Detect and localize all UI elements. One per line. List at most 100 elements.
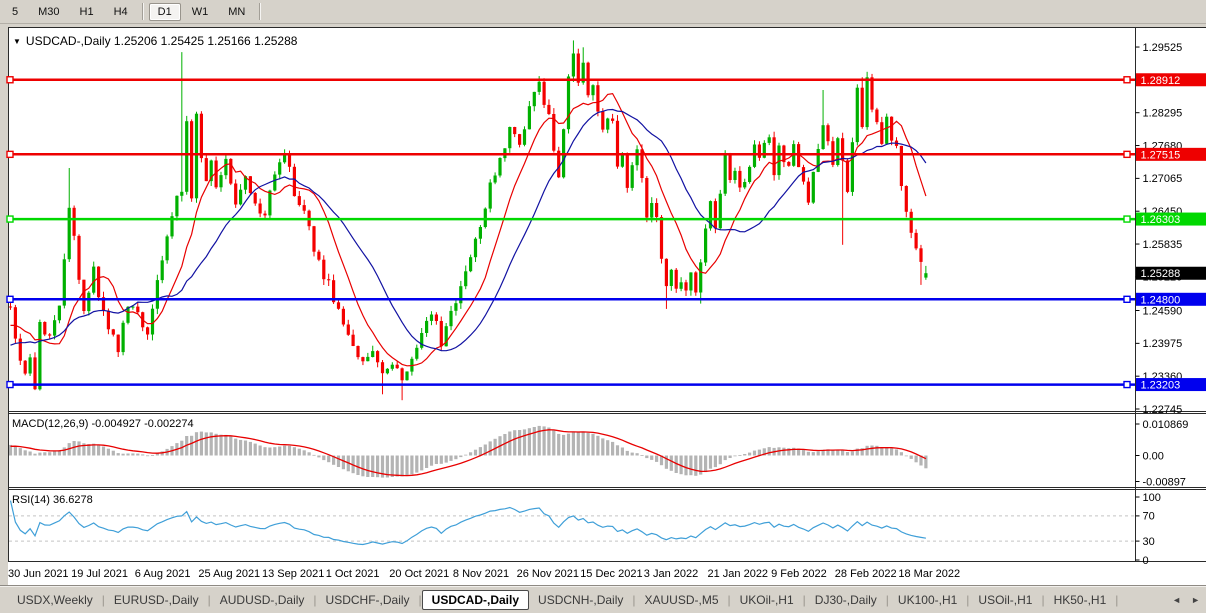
price-tick-label: 1.24590: [1143, 305, 1183, 317]
level-handle[interactable]: [6, 215, 14, 223]
macd-histogram-bar: [684, 455, 688, 476]
macd-histogram-bar: [258, 445, 262, 456]
chart-tab-hk50-h1[interactable]: HK50-,H1: [1053, 592, 1107, 607]
timeframe-button-5[interactable]: 5: [12, 5, 19, 18]
macd-histogram-bar: [97, 444, 101, 456]
timeframe-button-h4[interactable]: H4: [113, 5, 128, 18]
macd-histogram-bar: [557, 433, 561, 456]
macd-histogram-bar: [855, 448, 859, 456]
price-badge-support: [1136, 378, 1206, 392]
macd-histogram-bar: [92, 443, 96, 456]
chart-tab-audusd-daily[interactable]: AUDUSD-,Daily: [219, 592, 305, 607]
symbol-dropdown-icon[interactable]: ▼: [13, 37, 21, 46]
candle-body: [483, 208, 487, 227]
chart-tab-eurusd-daily[interactable]: EURUSD-,Daily: [113, 592, 199, 607]
rsi-line: [9, 500, 926, 546]
candle-body: [165, 236, 169, 261]
level-handle[interactable]: [1123, 380, 1131, 389]
candle-body: [914, 232, 918, 249]
candle-body: [699, 262, 703, 293]
rsi-tick-label: 0: [1143, 555, 1149, 567]
candle-body: [498, 158, 502, 176]
candle-body: [478, 227, 482, 239]
candle-body: [924, 273, 928, 278]
macd-histogram-bar: [890, 448, 894, 456]
level-handle[interactable]: [6, 76, 14, 84]
macd-histogram-bar: [199, 431, 203, 456]
macd-histogram-bar: [425, 455, 429, 468]
tabs-scroll-left-icon[interactable]: ◄: [1172, 595, 1182, 605]
candle-body: [136, 306, 140, 313]
macd-histogram-bar: [317, 455, 321, 458]
candle-body: [219, 175, 223, 188]
level-handle[interactable]: [1123, 76, 1131, 84]
candle-body: [67, 207, 71, 260]
macd-pane[interactable]: [9, 425, 928, 478]
macd-histogram-bar: [841, 450, 845, 456]
level-handle[interactable]: [1123, 215, 1131, 223]
candle-body: [376, 351, 380, 363]
macd-histogram-bar: [850, 451, 854, 456]
chart-tab-usdcad-daily[interactable]: USDCAD-,Daily: [421, 589, 530, 610]
rsi-pane[interactable]: [9, 500, 1135, 546]
candle-body: [552, 114, 556, 151]
candle-body: [155, 280, 159, 309]
timeframe-button-mn[interactable]: MN: [228, 5, 246, 18]
candle-body: [845, 160, 850, 192]
level-handle[interactable]: [1123, 295, 1131, 303]
macd-histogram-bar: [111, 450, 115, 456]
candle-body: [224, 158, 228, 176]
candle-body: [708, 201, 713, 229]
level-handle[interactable]: [6, 295, 14, 303]
candle-body: [522, 129, 527, 145]
price-pane[interactable]: [9, 40, 928, 401]
candle-body: [493, 175, 497, 183]
chart-tab-usoil-h1[interactable]: USOil-,H1: [978, 592, 1033, 607]
macd-histogram-bar: [552, 430, 556, 456]
chart-tab-xauusd-m5[interactable]: XAUUSD-,M5: [644, 592, 719, 607]
candle-body: [317, 251, 321, 260]
tab-separator: |: [1115, 592, 1119, 607]
macd-histogram-bar: [13, 446, 17, 456]
candle-body: [121, 322, 125, 353]
chart-canvas[interactable]: 1.295251.282951.276801.270651.264501.258…: [0, 24, 1206, 585]
level-handle[interactable]: [6, 150, 14, 159]
price-badge-label: 1.27515: [1141, 149, 1181, 161]
candle-body: [581, 62, 585, 83]
price-badge-label: 1.25288: [1141, 268, 1181, 280]
candle-body: [268, 190, 272, 216]
candle-body: [351, 334, 355, 346]
macd-histogram-bar: [307, 452, 311, 456]
candle-body: [111, 329, 115, 335]
candle-body: [650, 203, 654, 218]
timeframe-button-w1[interactable]: W1: [191, 5, 209, 18]
chart-tab-uk100-h1[interactable]: UK100-,H1: [897, 592, 958, 607]
chart-tab-ukoil-h1[interactable]: UKOil-,H1: [739, 592, 794, 607]
price-tick-label: 1.25835: [1143, 239, 1183, 251]
macd-histogram-bar: [239, 439, 243, 456]
timeframe-button-d1[interactable]: D1: [148, 2, 181, 21]
macd-histogram-bar: [615, 445, 620, 456]
macd-histogram-bar: [209, 432, 213, 456]
macd-histogram-bar: [679, 455, 683, 475]
macd-histogram-bar: [591, 433, 595, 456]
chart-tab-usdcnh-daily[interactable]: USDCNH-,Daily: [538, 592, 624, 607]
chart-window[interactable]: 1.29525 1.28295 1.27680 1.27065 1.26450 1.258…: [0, 24, 1206, 585]
macd-histogram-bar: [18, 448, 22, 456]
timeframe-button-h1[interactable]: H1: [79, 5, 94, 18]
chart-tab-usdchf-daily[interactable]: USDCHF-,Daily: [325, 592, 410, 607]
candle-body: [547, 104, 551, 114]
chart-tab-dj30-daily[interactable]: DJ30-,Daily: [814, 592, 877, 607]
macd-histogram-bar: [376, 455, 380, 478]
macd-histogram-bar: [650, 455, 654, 460]
macd-histogram-bar: [131, 453, 135, 456]
macd-histogram-bar: [752, 450, 757, 456]
candle-body: [199, 113, 203, 159]
macd-indicator-label: MACD(12,26,9) -0.004927 -0.002274: [12, 418, 194, 430]
level-handle[interactable]: [6, 380, 14, 389]
level-handle[interactable]: [1123, 150, 1131, 159]
tabs-scroll-right-icon[interactable]: ►: [1191, 595, 1200, 605]
timeframe-button-m30[interactable]: M30: [38, 5, 60, 18]
chart-tab-usdx-weekly[interactable]: USDX,Weekly: [17, 592, 93, 607]
